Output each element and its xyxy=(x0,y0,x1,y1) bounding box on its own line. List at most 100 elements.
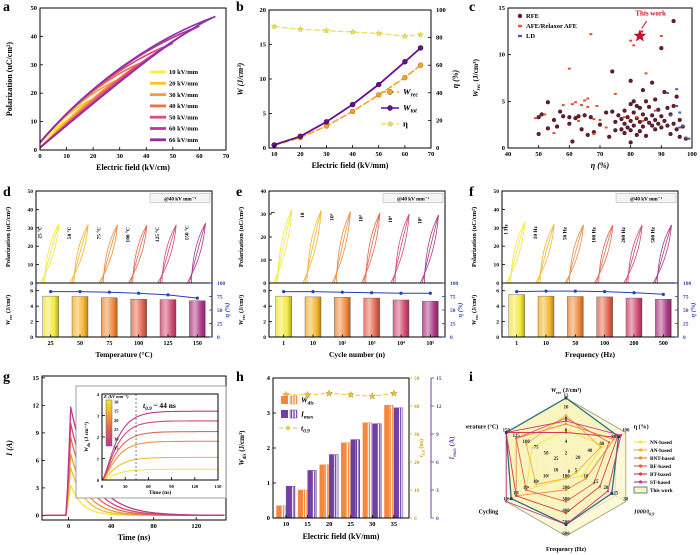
svg-text:Wdis: Wdis xyxy=(301,396,314,407)
svg-text:35: 35 xyxy=(114,446,119,451)
svg-text:25 °C: 25 °C xyxy=(37,226,44,239)
svg-text:Wrec (J/cm³): Wrec (J/cm³) xyxy=(238,295,246,325)
svg-text:40: 40 xyxy=(494,207,500,213)
svg-text:90: 90 xyxy=(169,484,174,489)
svg-text:600: 600 xyxy=(562,532,570,537)
svg-text:70: 70 xyxy=(223,153,230,160)
svg-text:30: 30 xyxy=(116,153,123,160)
svg-text:50: 50 xyxy=(683,308,689,314)
svg-text:η (%): η (%) xyxy=(690,303,697,318)
svg-text:0: 0 xyxy=(101,484,104,489)
svg-text:50: 50 xyxy=(77,341,83,347)
svg-text:Polarization (uC/cm²): Polarization (uC/cm²) xyxy=(238,207,245,267)
panel-e: e 1 10 10² 10³ 10⁴ 10⁵ @40 kV mm⁻¹ 0 10 20 30 40 Pol… xyxy=(233,185,466,370)
svg-text:10: 10 xyxy=(494,263,500,269)
svg-text:125: 125 xyxy=(164,341,173,347)
svg-text:3: 3 xyxy=(267,410,271,417)
svg-text:30: 30 xyxy=(623,497,628,502)
svg-text:25: 25 xyxy=(48,341,54,347)
svg-text:1000/t0.9: 1000/t0.9 xyxy=(634,510,655,517)
svg-text:4: 4 xyxy=(267,375,271,382)
svg-text:10: 10 xyxy=(260,76,267,83)
svg-text:BT-based: BT-based xyxy=(650,472,671,478)
svg-text:10²: 10² xyxy=(329,213,335,220)
svg-text:40: 40 xyxy=(28,207,34,213)
svg-text:Frequency (Hz): Frequency (Hz) xyxy=(546,546,586,553)
svg-text:40: 40 xyxy=(436,90,443,97)
svg-text:Temperature (°C): Temperature (°C) xyxy=(96,350,153,359)
svg-text:60 kV/mm: 60 kV/mm xyxy=(169,126,199,133)
svg-text:6: 6 xyxy=(30,289,33,295)
svg-text:50 kV/mm: 50 kV/mm xyxy=(169,114,199,121)
svg-text:10: 10 xyxy=(584,474,589,479)
svg-text:10 kV/mm: 10 kV/mm xyxy=(169,69,199,76)
svg-text:0: 0 xyxy=(263,145,266,152)
svg-text:6: 6 xyxy=(36,457,40,464)
svg-text:Wtot: Wtot xyxy=(403,103,417,115)
svg-text:0: 0 xyxy=(267,515,270,522)
panel-letter-g: g xyxy=(3,370,10,385)
svg-text:100: 100 xyxy=(683,281,692,287)
svg-text:100: 100 xyxy=(450,281,459,287)
svg-text:0: 0 xyxy=(30,335,33,341)
svg-text:10: 10 xyxy=(499,52,506,59)
svg-text:70: 70 xyxy=(428,151,435,158)
svg-text:2: 2 xyxy=(496,320,499,326)
svg-text:12: 12 xyxy=(564,394,569,399)
svg-text:50: 50 xyxy=(375,151,382,158)
panel-f-chart: 1 Hz 10 Hz 50 Hz 100 Hz 200 Hz 500 Hz @40 kV m… xyxy=(471,189,697,359)
svg-text:200 Hz: 200 Hz xyxy=(621,226,627,242)
panel-letter-h: h xyxy=(236,370,244,385)
svg-text:E (kV mm⁻¹): E (kV mm⁻¹) xyxy=(103,394,129,399)
svg-text:40: 40 xyxy=(349,151,356,158)
svg-text:0: 0 xyxy=(414,516,417,522)
svg-text:50: 50 xyxy=(450,308,456,314)
svg-text:0: 0 xyxy=(502,145,505,152)
svg-text:0: 0 xyxy=(217,335,220,341)
svg-text:40 kV/mm: 40 kV/mm xyxy=(169,103,199,110)
svg-text:75: 75 xyxy=(217,295,223,301)
svg-text:0: 0 xyxy=(97,478,100,483)
svg-text:150 °C: 150 °C xyxy=(183,225,190,240)
svg-text:0: 0 xyxy=(496,335,499,341)
panel-a: a 0 10 20 30 40 50 60 70 0 10 20 30 40 50 Electric fie… xyxy=(0,0,233,185)
svg-text:100: 100 xyxy=(562,474,570,479)
svg-text:20: 20 xyxy=(28,244,34,250)
svg-text:20: 20 xyxy=(297,151,304,158)
svg-text:Cycle number (n): Cycle number (n) xyxy=(329,350,386,359)
svg-text:100: 100 xyxy=(217,281,226,287)
svg-text:60: 60 xyxy=(196,153,203,160)
svg-text:200: 200 xyxy=(562,486,570,491)
svg-text:Imax: Imax xyxy=(300,410,314,421)
svg-text:Electric field (kV/mm): Electric field (kV/mm) xyxy=(303,532,380,541)
svg-text:15: 15 xyxy=(499,5,506,12)
svg-text:10: 10 xyxy=(564,405,569,410)
svg-text:0: 0 xyxy=(30,281,33,287)
svg-text:15: 15 xyxy=(436,376,442,382)
svg-text:15: 15 xyxy=(593,480,598,485)
svg-text:η (%): η (%) xyxy=(451,69,460,88)
svg-text:90: 90 xyxy=(658,151,665,158)
panel-letter-a: a xyxy=(3,0,10,15)
svg-text:125: 125 xyxy=(513,434,521,439)
svg-text:20: 20 xyxy=(114,418,119,423)
svg-text:Polarization (uC/cm²): Polarization (uC/cm²) xyxy=(5,42,14,116)
svg-text:5: 5 xyxy=(263,111,267,118)
svg-text:12: 12 xyxy=(33,402,40,409)
svg-text:t0.9 (ns): t0.9 (ns) xyxy=(418,439,426,457)
svg-text:20: 20 xyxy=(31,90,38,97)
svg-text:500 Hz: 500 Hz xyxy=(650,226,656,242)
svg-text:25: 25 xyxy=(347,521,354,528)
svg-text:50 Hz: 50 Hz xyxy=(562,226,568,240)
svg-text:40: 40 xyxy=(143,153,150,160)
svg-text:20 kV/mm: 20 kV/mm xyxy=(169,81,199,88)
svg-text:This work: This work xyxy=(650,488,673,494)
svg-text:25: 25 xyxy=(114,427,119,432)
svg-text:@40 kV mm⁻¹: @40 kV mm⁻¹ xyxy=(630,196,663,202)
svg-text:10: 10 xyxy=(28,263,34,269)
svg-text:BF-based: BF-based xyxy=(650,464,671,470)
svg-text:Imax (A): Imax (A) xyxy=(448,436,458,461)
svg-text:Temperature (°C): Temperature (°C) xyxy=(466,424,498,431)
